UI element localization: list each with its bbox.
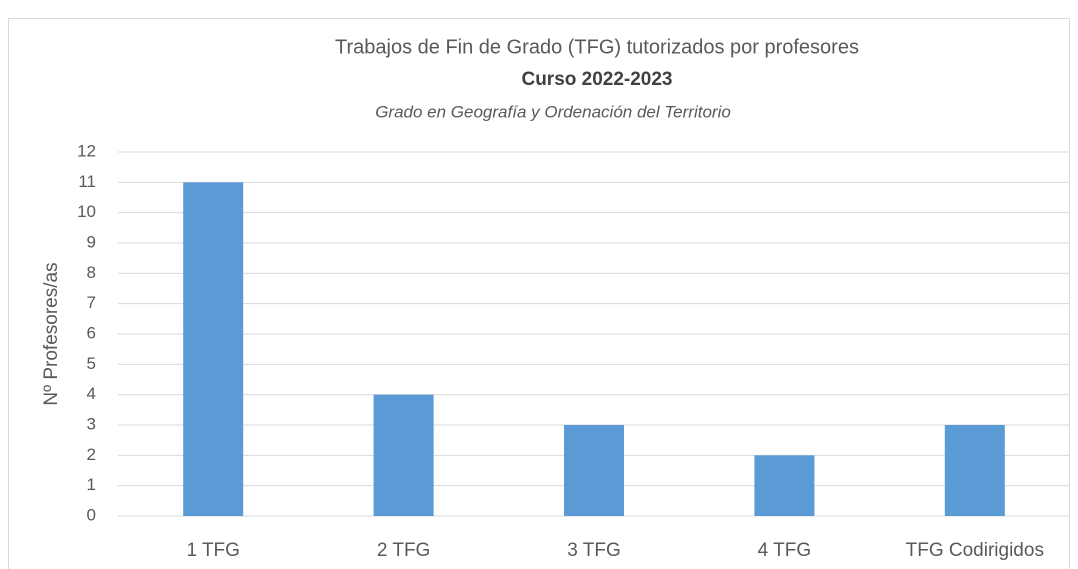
y-tick-label: 5 bbox=[87, 354, 96, 373]
y-tick-label: 8 bbox=[87, 263, 96, 282]
chart-title: Trabajos de Fin de Grado (TFG) tutorizad… bbox=[335, 36, 859, 58]
chart-frame bbox=[8, 18, 1070, 569]
x-tick-label: 4 TFG bbox=[758, 540, 812, 561]
x-tick-label: TFG Codirigidos bbox=[906, 540, 1044, 561]
y-tick-label: 0 bbox=[87, 505, 96, 524]
bar bbox=[183, 182, 244, 517]
y-tick-label: 11 bbox=[78, 172, 96, 191]
x-tick-label: 1 TFG bbox=[186, 540, 240, 561]
chart-subtitle: Curso 2022-2023 bbox=[521, 69, 672, 90]
x-tick-label: 3 TFG bbox=[567, 540, 621, 561]
y-tick-label: 1 bbox=[87, 475, 96, 494]
y-tick-label: 3 bbox=[87, 414, 96, 433]
y-tick-label: 4 bbox=[87, 384, 96, 403]
y-tick-label: 9 bbox=[87, 232, 96, 251]
y-tick-label: 12 bbox=[77, 141, 96, 160]
y-tick-label: 2 bbox=[87, 445, 96, 464]
bar bbox=[564, 425, 624, 516]
y-tick-label: 10 bbox=[77, 202, 96, 221]
bar bbox=[373, 394, 434, 516]
y-tick-label: 7 bbox=[87, 293, 96, 312]
x-tick-label: 2 TFG bbox=[377, 540, 431, 561]
bar bbox=[944, 425, 1005, 516]
y-tick-label: 6 bbox=[87, 323, 96, 342]
bar bbox=[754, 455, 815, 516]
y-axis-label: Nº Profesores/as bbox=[41, 262, 62, 405]
chart-annotation: Grado en Geografía y Ordenación del Terr… bbox=[375, 102, 731, 121]
